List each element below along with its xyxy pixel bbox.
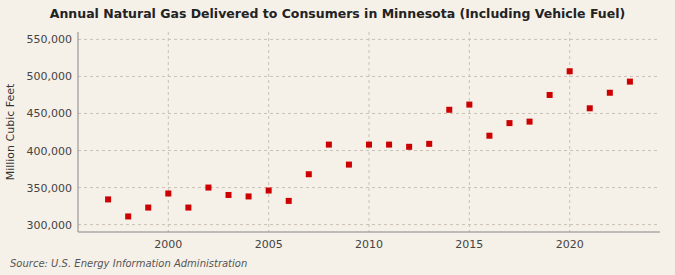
y-tick-label: 300,000	[27, 219, 73, 232]
background	[0, 0, 675, 275]
x-tick-label: 2000	[154, 238, 182, 251]
x-axis	[78, 232, 660, 233]
x-grid-line	[268, 32, 269, 232]
y-grid-line	[78, 150, 660, 151]
point	[145, 205, 151, 211]
y-tick-label: 350,000	[27, 182, 73, 195]
y-grid-line	[78, 187, 660, 188]
point	[105, 196, 111, 202]
y-tick-label: 500,000	[27, 70, 73, 83]
x-grid-line	[569, 32, 570, 232]
y-tick-label: 550,000	[27, 33, 73, 46]
point	[205, 185, 211, 191]
chart: 300,000 350,000 400,000 450,000 500,000 550,0…	[0, 0, 675, 275]
point	[486, 133, 492, 139]
point	[426, 141, 432, 147]
y-axis-label: Million Cubic Feet	[4, 83, 17, 180]
point	[527, 119, 533, 125]
point	[587, 105, 593, 111]
point	[125, 213, 131, 219]
point	[286, 198, 292, 204]
point	[366, 142, 372, 148]
point	[306, 171, 312, 177]
x-grid-line	[469, 32, 470, 232]
y-grid-line	[78, 113, 660, 114]
x-tick-label: 2005	[255, 238, 283, 251]
point	[547, 92, 553, 98]
point	[266, 188, 272, 194]
x-tick-label: 2015	[455, 238, 483, 251]
point	[386, 142, 392, 148]
point	[326, 142, 332, 148]
point	[446, 107, 452, 113]
point	[185, 205, 191, 211]
y-tick-label: 450,000	[27, 107, 73, 120]
source-note: Source: U.S. Energy Information Administ…	[10, 258, 247, 269]
point	[567, 68, 573, 74]
point	[466, 102, 472, 108]
points	[105, 68, 633, 219]
point	[346, 162, 352, 168]
x-grid-line	[369, 32, 370, 232]
x-tick-label: 2010	[355, 238, 383, 251]
y-axis	[78, 32, 79, 232]
point	[506, 120, 512, 126]
grid	[78, 32, 660, 232]
point	[165, 190, 171, 196]
y-tick-label: 400,000	[27, 145, 73, 158]
x-tick-label: 2020	[556, 238, 584, 251]
point	[627, 79, 633, 85]
point	[246, 193, 252, 199]
point	[406, 144, 412, 150]
title: Annual Natural Gas Delivered to Consumer…	[50, 6, 625, 21]
point	[607, 90, 613, 96]
x-grid-line	[168, 32, 169, 232]
point	[226, 192, 232, 198]
